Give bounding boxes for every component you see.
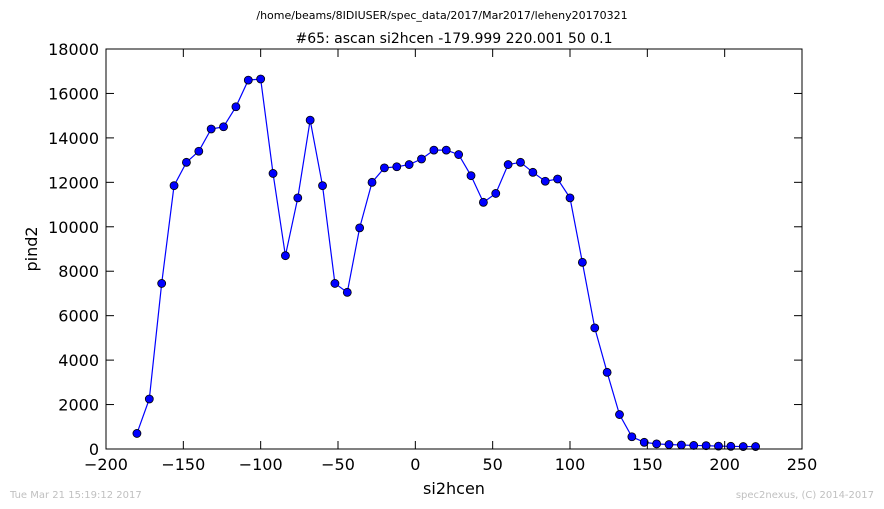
x-tick-label: −200 — [84, 455, 128, 474]
data-point — [726, 441, 736, 451]
x-tick-label: −150 — [161, 455, 205, 474]
data-point — [144, 394, 154, 404]
data-point — [182, 157, 191, 167]
data-point — [268, 169, 278, 178]
y-tick-label: 12000 — [48, 173, 99, 192]
data-point — [305, 115, 315, 125]
y-tick-label: 10000 — [48, 218, 99, 237]
y-tick-label: 2000 — [58, 396, 99, 415]
data-point — [652, 439, 662, 449]
chart-suptitle: /home/beams/8IDIUSER/spec_data/2017/Mar2… — [256, 9, 627, 22]
data-point — [194, 146, 204, 156]
data-point — [615, 410, 624, 419]
x-axis: −200 −150 −100 −50 0 50 100 150 200 250 — [84, 49, 817, 474]
data-point — [454, 150, 464, 159]
plot-area — [106, 49, 802, 449]
x-tick-label: 50 — [482, 455, 502, 474]
data-point — [528, 167, 538, 177]
data-point — [355, 223, 365, 233]
data-point — [639, 437, 649, 447]
data-point — [701, 441, 711, 451]
y-tick-label: 6000 — [58, 307, 99, 326]
x-tick-label: −50 — [321, 455, 355, 474]
x-axis-label: si2hcen — [423, 479, 485, 498]
data-point — [466, 171, 476, 181]
footer-copyright: spec2nexus, (C) 2014-2017 — [736, 490, 874, 501]
data-point — [689, 441, 699, 450]
data-point — [676, 440, 686, 450]
x-tick-label: 250 — [787, 455, 818, 474]
data-point — [318, 181, 327, 191]
data-point — [219, 122, 228, 132]
data-point — [392, 162, 402, 172]
data-point — [169, 181, 179, 191]
data-marks — [132, 74, 760, 451]
data-point — [417, 154, 426, 164]
chart-title: #65: ascan si2hcen -179.999 220.001 50 0… — [295, 31, 612, 47]
y-axis: 0 2000 4000 6000 8000 10000 12000 14000 16000 180… — [48, 40, 802, 459]
data-point — [441, 145, 451, 155]
data-point — [664, 440, 674, 449]
data-point — [491, 189, 501, 198]
y-tick-label: 0 — [89, 440, 99, 459]
data-point — [577, 257, 587, 267]
x-tick-label: −100 — [239, 455, 283, 474]
data-point — [627, 432, 637, 442]
data-point — [516, 157, 525, 167]
data-point — [330, 279, 340, 288]
y-tick-label: 16000 — [48, 84, 99, 103]
data-point — [540, 176, 550, 186]
data-point — [342, 287, 352, 297]
y-tick-label: 14000 — [48, 129, 99, 148]
data-point — [478, 197, 488, 207]
data-point — [565, 193, 575, 203]
data-point — [602, 367, 612, 377]
data-point — [243, 75, 253, 85]
data-point — [132, 429, 142, 438]
y-axis-label: pind2 — [22, 226, 41, 271]
data-point — [367, 177, 377, 187]
data-point — [206, 124, 216, 134]
data-point — [714, 441, 723, 451]
y-tick-label: 8000 — [58, 262, 99, 281]
data-point — [256, 74, 266, 84]
x-tick-label: 200 — [709, 455, 740, 474]
footer-timestamp: Tue Mar 21 15:19:12 2017 — [9, 490, 142, 501]
data-point — [293, 193, 303, 203]
y-tick-label: 4000 — [58, 351, 99, 370]
data-point — [157, 279, 167, 288]
data-point — [503, 160, 513, 169]
data-point — [553, 174, 563, 184]
data-point — [590, 323, 600, 333]
data-point — [379, 163, 389, 173]
x-tick-label: 150 — [632, 455, 663, 474]
data-point — [231, 102, 241, 112]
x-tick-label: 100 — [555, 455, 586, 474]
plot-frame — [105, 48, 803, 450]
data-point — [429, 145, 439, 155]
y-tick-label: 18000 — [48, 40, 99, 59]
x-tick-label: 0 — [410, 455, 420, 474]
data-point — [404, 160, 414, 169]
data-point — [281, 251, 290, 261]
